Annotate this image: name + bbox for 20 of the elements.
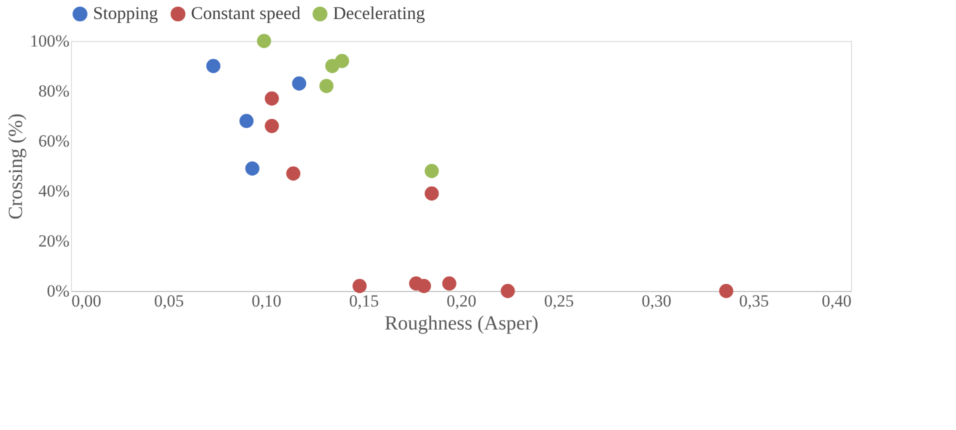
x-tick-label: 0,35 xyxy=(739,292,769,310)
y-tick-label: 0% xyxy=(46,282,70,300)
y-tick-label: 20% xyxy=(38,232,70,250)
x-tick-label: 0,40 xyxy=(822,292,852,310)
legend-label: Decelerating xyxy=(333,3,425,23)
x-axis-title: Roughness (Asper) xyxy=(384,312,538,334)
y-tick-label: 40% xyxy=(38,182,70,200)
x-tick-label: 0,10 xyxy=(252,292,282,310)
x-tick-label: 0,25 xyxy=(544,292,574,310)
x-tick-label: 0,15 xyxy=(349,292,379,310)
legend-label: Stopping xyxy=(93,3,158,23)
x-tick-label: 0,20 xyxy=(446,292,476,310)
y-tick-label: 80% xyxy=(38,82,70,100)
x-tick-label: 0,00 xyxy=(72,292,102,310)
legend-label: Constant speed xyxy=(191,3,300,23)
x-tick-label: 0,30 xyxy=(642,292,672,310)
y-axis-title: Crossing (%) xyxy=(4,113,27,220)
y-tick-label: 100% xyxy=(30,32,70,50)
x-tick-label: 0,05 xyxy=(154,292,184,310)
y-tick-label: 60% xyxy=(38,132,70,150)
